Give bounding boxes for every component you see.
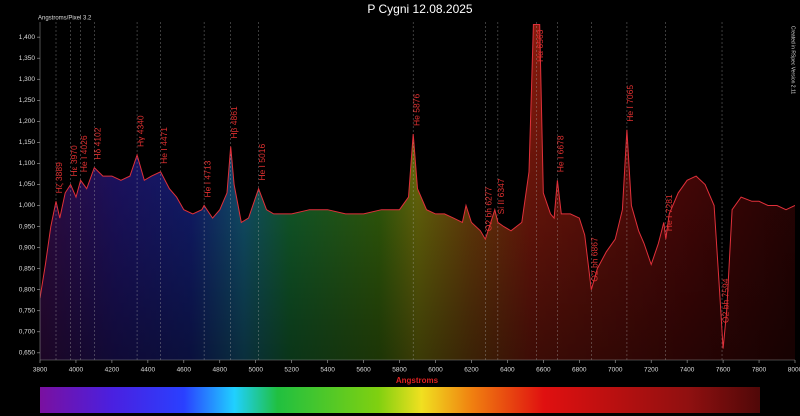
line-label: Hδ 4102 (93, 127, 103, 159)
line-label: Hβ 4861 (229, 106, 239, 139)
x-tick-label: 7800 (752, 367, 767, 374)
line-label: Hγ 4340 (135, 115, 145, 147)
x-tick-label: 4800 (213, 367, 228, 374)
y-tick-label: 1,100 (19, 160, 36, 167)
line-label: He 5876 (411, 94, 421, 126)
line-label: He I 4026 (79, 135, 89, 172)
line-label: O2 bh 7594 (720, 278, 730, 323)
x-tick-label: 6200 (464, 367, 479, 374)
y-tick-label: 1,300 (19, 76, 36, 83)
line-label: He I 5016 (257, 144, 267, 181)
x-tick-label: 6800 (572, 367, 587, 374)
x-tick-label: 5600 (356, 367, 371, 374)
y-tick-label: 0,850 (19, 265, 36, 272)
y-tick-label: 0,950 (19, 223, 36, 230)
line-label: He I 6678 (556, 135, 566, 172)
line-label: He I 7281 (664, 194, 674, 231)
x-tick-label: 6000 (428, 367, 443, 374)
x-tick-label: 7400 (680, 367, 695, 374)
chart-title: P Cygni 12.08.2025 (367, 2, 473, 16)
x-tick-label: 4600 (177, 367, 192, 374)
x-tick-label: 3800 (33, 367, 48, 374)
line-label: Hα 6563 (535, 29, 545, 62)
line-label: Hε 3970 (69, 145, 79, 176)
x-tick-label: 6400 (500, 367, 515, 374)
plot-area (40, 22, 795, 360)
x-tick-label: 5200 (284, 367, 299, 374)
x-tick-label: 5400 (320, 367, 335, 374)
y-tick-label: 1,400 (19, 34, 36, 41)
line-label: O2 bh 6277 (484, 186, 494, 231)
line-label: Hζ 3889 (54, 162, 64, 193)
side-note: Created in RSpec Version 2.11 (790, 26, 796, 95)
line-label: O2 bh 6867 (590, 237, 600, 282)
y-tick-label: 1,350 (19, 55, 36, 62)
x-tick-label: 4200 (105, 367, 120, 374)
line-label: He I 4713 (202, 160, 212, 197)
x-tick-label: 4000 (69, 367, 84, 374)
spectrum-strip (40, 387, 760, 413)
line-label: Si II 6347 (496, 178, 506, 214)
x-axis-label: Angstroms (396, 376, 439, 385)
x-tick-label: 5800 (392, 367, 407, 374)
y-tick-label: 0,800 (19, 286, 36, 293)
y-tick-label: 0,700 (19, 329, 36, 336)
subtitle: Angstroms/Pixel 3.2 (38, 16, 92, 22)
y-tick-label: 1,250 (19, 97, 36, 104)
x-tick-label: 6600 (536, 367, 551, 374)
y-tick-label: 0,900 (19, 244, 36, 251)
x-tick-label: 7200 (644, 367, 659, 374)
y-tick-label: 1,200 (19, 118, 36, 125)
line-label: He I 7065 (625, 85, 635, 122)
y-tick-label: 0,750 (19, 307, 36, 314)
x-tick-label: 4400 (141, 367, 156, 374)
x-tick-label: 7600 (716, 367, 731, 374)
spectrum-shade (40, 24, 795, 360)
y-tick-label: 1,150 (19, 139, 36, 146)
line-label: He I 4471 (159, 127, 169, 164)
y-tick-label: 0,650 (19, 350, 36, 357)
y-tick-label: 1,000 (19, 202, 36, 209)
y-tick-label: 1,050 (19, 181, 36, 188)
spectrum-line (40, 24, 795, 349)
x-tick-label: 5000 (248, 367, 263, 374)
x-tick-label: 7000 (608, 367, 623, 374)
